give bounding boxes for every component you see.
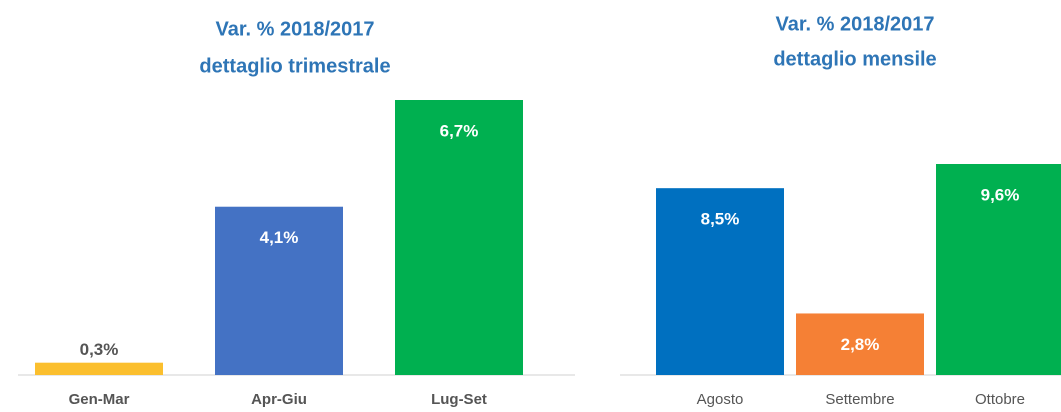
value-label: 4,1% [260,228,299,247]
chart-title: Var. % 2018/2017 [215,18,374,40]
x-tick-label: Agosto [697,391,744,408]
value-label: 9,6% [981,185,1020,204]
value-label: 8,5% [701,210,740,229]
chart-title: dettaglio mensile [773,48,936,70]
x-tick-label: Gen-Mar [69,391,130,408]
x-tick-label: Lug-Set [431,391,487,408]
value-label: 0,3% [80,340,119,359]
bar [656,188,784,375]
bar [35,362,163,375]
bar [796,313,924,375]
chart-title: Var. % 2018/2017 [775,13,934,35]
chart-title: dettaglio trimestrale [199,55,390,77]
x-tick-label: Settembre [825,391,894,408]
value-label: 2,8% [841,335,880,354]
value-label: 6,7% [440,121,479,140]
x-tick-label: Ottobre [975,391,1025,408]
bar [215,206,343,375]
x-tick-label: Apr-Giu [251,391,307,408]
bar [395,100,523,375]
bar [936,164,1061,375]
